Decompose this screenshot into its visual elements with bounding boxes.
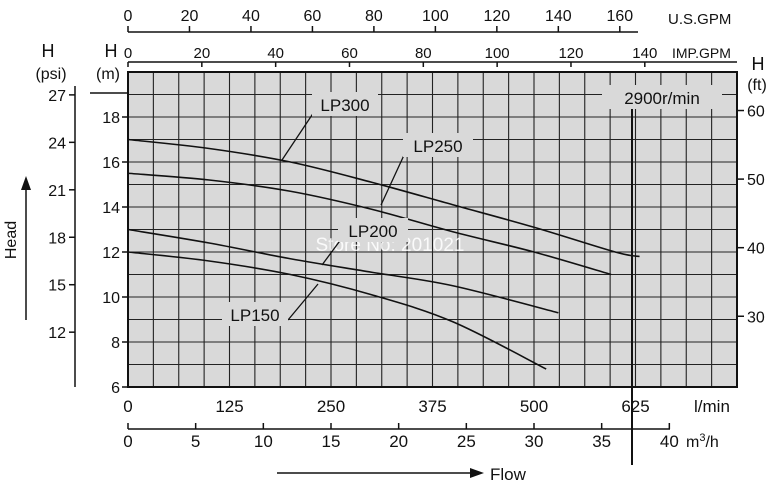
speed-annotation-bg (602, 85, 722, 109)
psi-axis-title: H (42, 41, 55, 61)
impgpm-tick-label: 20 (193, 45, 210, 62)
series-lines (127, 138, 640, 370)
psi-tick-label: 12 (48, 325, 66, 342)
impgpm-tick-label: 80 (415, 45, 432, 62)
series-line-lp150 (127, 251, 547, 370)
plot-border (127, 71, 738, 388)
flow-arrow-head (470, 468, 484, 478)
impgpm-unit-label: IMP.GPM (672, 45, 731, 61)
m-tick-label: 6 (111, 380, 120, 397)
usgpm-tick-label: 160 (606, 8, 633, 25)
series-leader-lp150 (287, 283, 319, 321)
lmin-tick-label: 375 (418, 397, 446, 416)
series-label-text-lp150: LP150 (230, 306, 279, 325)
impgpm-tick-label: 0 (124, 45, 132, 62)
m-tick-label: 10 (102, 290, 120, 307)
ft-tick-label: 40 (747, 241, 765, 258)
series-label-lp300: LP300 (281, 92, 378, 161)
m-tick-label: 14 (102, 200, 120, 217)
impgpm-tick-label: 120 (558, 45, 583, 62)
usgpm-tick-label: 20 (181, 8, 199, 25)
series-leader-lp300 (281, 111, 315, 161)
m-axis-unit: (m) (96, 66, 120, 83)
series-label-text-lp200: LP200 (348, 222, 397, 241)
m-tick-label: 18 (102, 110, 120, 127)
m3h-tick-label: 15 (322, 432, 341, 451)
ft-tick-label: 50 (747, 172, 765, 189)
series-label-text-lp250: LP250 (413, 137, 462, 156)
series-label-lp200: LP200 (321, 218, 408, 266)
m-axis-title: H (105, 41, 118, 61)
psi-tick-label: 27 (48, 88, 66, 105)
m3h-tick-label: 10 (254, 432, 273, 451)
lmin-tick-label: 0 (123, 397, 132, 416)
series-label-bg-lp250 (403, 133, 473, 157)
series-label-lp250: LP250 (380, 133, 473, 206)
usgpm-tick-label: 120 (483, 8, 510, 25)
psi-tick-label: 18 (48, 230, 66, 247)
psi-axis-unit: (psi) (35, 66, 66, 83)
series-line-lp250 (127, 172, 612, 276)
usgpm-tick-label: 100 (422, 8, 449, 25)
psi-tick-label: 15 (48, 278, 66, 295)
head-arrow-head (21, 176, 31, 190)
series-leader-lp250 (380, 152, 406, 206)
m3h-tick-label: 35 (592, 432, 611, 451)
lmin-tick-label: 625 (621, 397, 649, 416)
ft-tick-label: 60 (747, 104, 765, 121)
series-labels: LP300 LP250 LP200 LP150 (222, 92, 473, 326)
lmin-unit-label: l/min (694, 397, 730, 416)
psi-tick-label: 24 (48, 135, 66, 152)
ft-axis-title: H (752, 54, 765, 74)
series-label-bg-lp300 (312, 92, 378, 116)
m3h-unit-label: m3/h (686, 432, 719, 451)
flow-label: Flow (490, 465, 527, 484)
m3h-tick-label: 20 (389, 432, 408, 451)
m-tick-label: 12 (102, 245, 120, 262)
m3h-tick-label: 0 (123, 432, 132, 451)
usgpm-unit-label: U.S.GPM (668, 11, 731, 28)
series-label-lp150: LP150 (222, 283, 319, 326)
m3h-tick-label: 25 (457, 432, 476, 451)
series-label-bg-lp200 (338, 218, 408, 242)
series-label-bg-lp150 (222, 302, 288, 326)
series-line-lp200 (127, 228, 559, 314)
impgpm-tick-label: 100 (485, 45, 510, 62)
m3h-tick-label: 30 (525, 432, 544, 451)
usgpm-tick-label: 40 (242, 8, 260, 25)
lmin-tick-label: 500 (520, 397, 548, 416)
psi-tick-label: 21 (48, 183, 66, 200)
m3h-tick-label: 40 (660, 432, 679, 451)
ft-tick-label: 30 (747, 309, 765, 326)
ft-axis-unit: (ft) (747, 77, 767, 94)
impgpm-tick-label: 60 (341, 45, 358, 62)
usgpm-tick-label: 60 (304, 8, 322, 25)
m-tick-label: 8 (111, 335, 120, 352)
series-leader-lp200 (321, 237, 343, 266)
impgpm-tick-label: 40 (267, 45, 284, 62)
usgpm-tick-label: 140 (545, 8, 572, 25)
usgpm-tick-label: 0 (124, 8, 133, 25)
usgpm-tick-label: 80 (365, 8, 383, 25)
series-line-lp300 (127, 138, 640, 258)
head-label: Head (3, 221, 20, 259)
lmin-tick-label: 125 (215, 397, 243, 416)
speed-annotation: 2900r/min (602, 85, 722, 465)
m3h-tick-label: 5 (191, 432, 200, 451)
series-label-text-lp300: LP300 (320, 96, 369, 115)
impgpm-tick-label: 140 (632, 45, 657, 62)
speed-annotation-text: 2900r/min (624, 89, 700, 108)
m-tick-label: 16 (102, 155, 120, 172)
lmin-tick-label: 250 (317, 397, 345, 416)
